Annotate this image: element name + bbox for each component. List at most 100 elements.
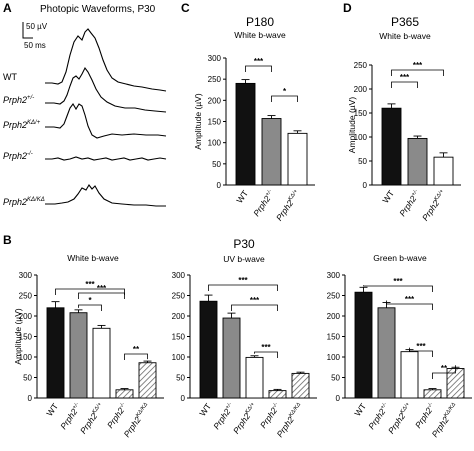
category-label: Prph2KΔ/KΔ	[275, 401, 306, 439]
y-tick-label: 200	[19, 312, 33, 321]
significance-label: ***	[393, 277, 403, 286]
category-sup: +/-	[72, 402, 81, 411]
y-tick-label: 150	[19, 333, 33, 342]
trace-label: Prph2-/-	[3, 151, 33, 161]
bar	[235, 82, 256, 186]
waveform-prph2-kd-het	[45, 103, 167, 139]
y-tick-label: 200	[354, 85, 368, 94]
category-label: Prph2+/-	[397, 188, 422, 218]
bar	[115, 389, 134, 399]
significance-label: *	[88, 296, 92, 305]
bar	[199, 300, 218, 399]
y-tick-label: 300	[327, 271, 341, 280]
bar	[381, 107, 402, 186]
y-axis-label: Amplitude (µV)	[193, 93, 203, 150]
category-sup: +/-	[380, 402, 389, 411]
category-sup: +/-	[225, 402, 234, 411]
panel-letter-b: B	[3, 233, 12, 247]
chart-title: P30	[233, 237, 255, 251]
y-tick-label: 0	[336, 394, 341, 403]
significance-bracket	[391, 81, 418, 88]
category-sup: KΔ/+	[433, 188, 445, 202]
panel-letter-d: D	[343, 1, 352, 15]
chart-subtitle: White b-wave	[67, 253, 119, 263]
chart-p30-green-bwave: Green b-wave050100150200250300WTPrph2+/-…	[327, 253, 472, 439]
category-label: Prph2KΔ/KΔ	[122, 401, 153, 439]
waveform-prph2-null	[45, 156, 167, 161]
significance-bracket	[231, 304, 278, 311]
category-sup: KΔ/+	[399, 401, 411, 415]
category-sup: +/-	[411, 189, 420, 198]
significance-bracket	[78, 292, 125, 299]
bar	[222, 317, 241, 399]
trace-label-name: WT	[3, 72, 17, 82]
category-label: Prph2-/-	[258, 401, 282, 430]
significance-bracket	[391, 69, 444, 76]
trace-label: Prph2KΔ/KΔ	[3, 197, 45, 207]
trace-label: WT	[3, 72, 17, 82]
panel-a: A Photopic Waveforms, P30 50 µV 50 ms WT…	[3, 1, 167, 207]
category-label: Prph2KΔ/+	[231, 401, 260, 436]
category-sup: +/-	[265, 189, 274, 198]
category-label: WT	[197, 401, 213, 418]
significance-bracket	[78, 304, 102, 311]
y-tick-label: 100	[354, 133, 368, 142]
category-sup: KΔ/+	[91, 401, 103, 415]
significance-bracket	[208, 284, 278, 291]
trace-label-name: Prph2	[3, 95, 27, 105]
significance-label: ***	[416, 342, 426, 351]
trace-label-name: Prph2	[3, 197, 27, 207]
trace-label-sup: -/-	[27, 151, 33, 157]
y-tick-label: 0	[28, 394, 33, 403]
waveform-prph2-kd-hom	[45, 184, 166, 207]
trace-label-name: Prph2	[3, 120, 27, 130]
significance-label: ***	[238, 276, 248, 285]
category-label: Prph2+/-	[251, 188, 276, 218]
y-tick-label: 150	[208, 118, 222, 127]
y-tick-label: 100	[208, 139, 222, 148]
panel-letter-a: A	[3, 1, 12, 15]
y-tick-label: 100	[19, 353, 33, 362]
chart-p30-white-bwave: White b-wave 0 50 100 150 200 250 300 Amplitude …	[13, 253, 164, 439]
y-tick-label: 100	[327, 353, 341, 362]
y-tick-label: 150	[172, 333, 186, 342]
bar	[354, 291, 373, 399]
scale-bar-ms: 50 ms	[24, 41, 46, 50]
significance-bracket	[124, 353, 148, 360]
y-tick-label: 0	[363, 181, 368, 190]
significance-label: **	[441, 364, 448, 373]
y-tick-label: 50	[331, 374, 340, 383]
y-tick-label: 50	[176, 374, 185, 383]
significance-label: ***	[254, 57, 264, 66]
y-tick-label: 0	[181, 394, 186, 403]
significance-label: *	[283, 87, 287, 96]
category-name: WT	[352, 401, 368, 418]
trace-label-sup: +/-	[27, 95, 34, 101]
y-tick-label: 250	[354, 61, 368, 70]
y-axis-label: Amplitude (µV)	[13, 308, 23, 365]
chart-title: P180	[246, 15, 274, 29]
bar	[138, 362, 157, 399]
bar	[261, 118, 282, 186]
bar	[407, 137, 428, 186]
chart-title: P365	[391, 15, 419, 29]
category-name: WT	[234, 188, 250, 205]
bar	[400, 351, 419, 399]
significance-label: ***	[405, 295, 415, 304]
category-label: Prph2-/-	[413, 401, 437, 430]
significance-label: ***	[413, 61, 423, 70]
y-tick-label: 150	[327, 333, 341, 342]
chart-subtitle: White b-wave	[234, 30, 286, 40]
category-sup: -/-	[426, 402, 434, 410]
trace-label: Prph2+/-	[3, 95, 34, 105]
significance-bracket	[363, 285, 433, 292]
significance-bracket	[386, 300, 433, 310]
category-sup: KΔ/+	[244, 401, 256, 415]
category-label: Prph2KΔ/KΔ	[430, 401, 461, 439]
significance-bracket	[432, 365, 456, 379]
significance-bracket	[245, 65, 272, 72]
category-label: WT	[44, 401, 60, 418]
chart-subtitle: Green b-wave	[373, 253, 427, 263]
y-tick-label: 50	[23, 374, 32, 383]
